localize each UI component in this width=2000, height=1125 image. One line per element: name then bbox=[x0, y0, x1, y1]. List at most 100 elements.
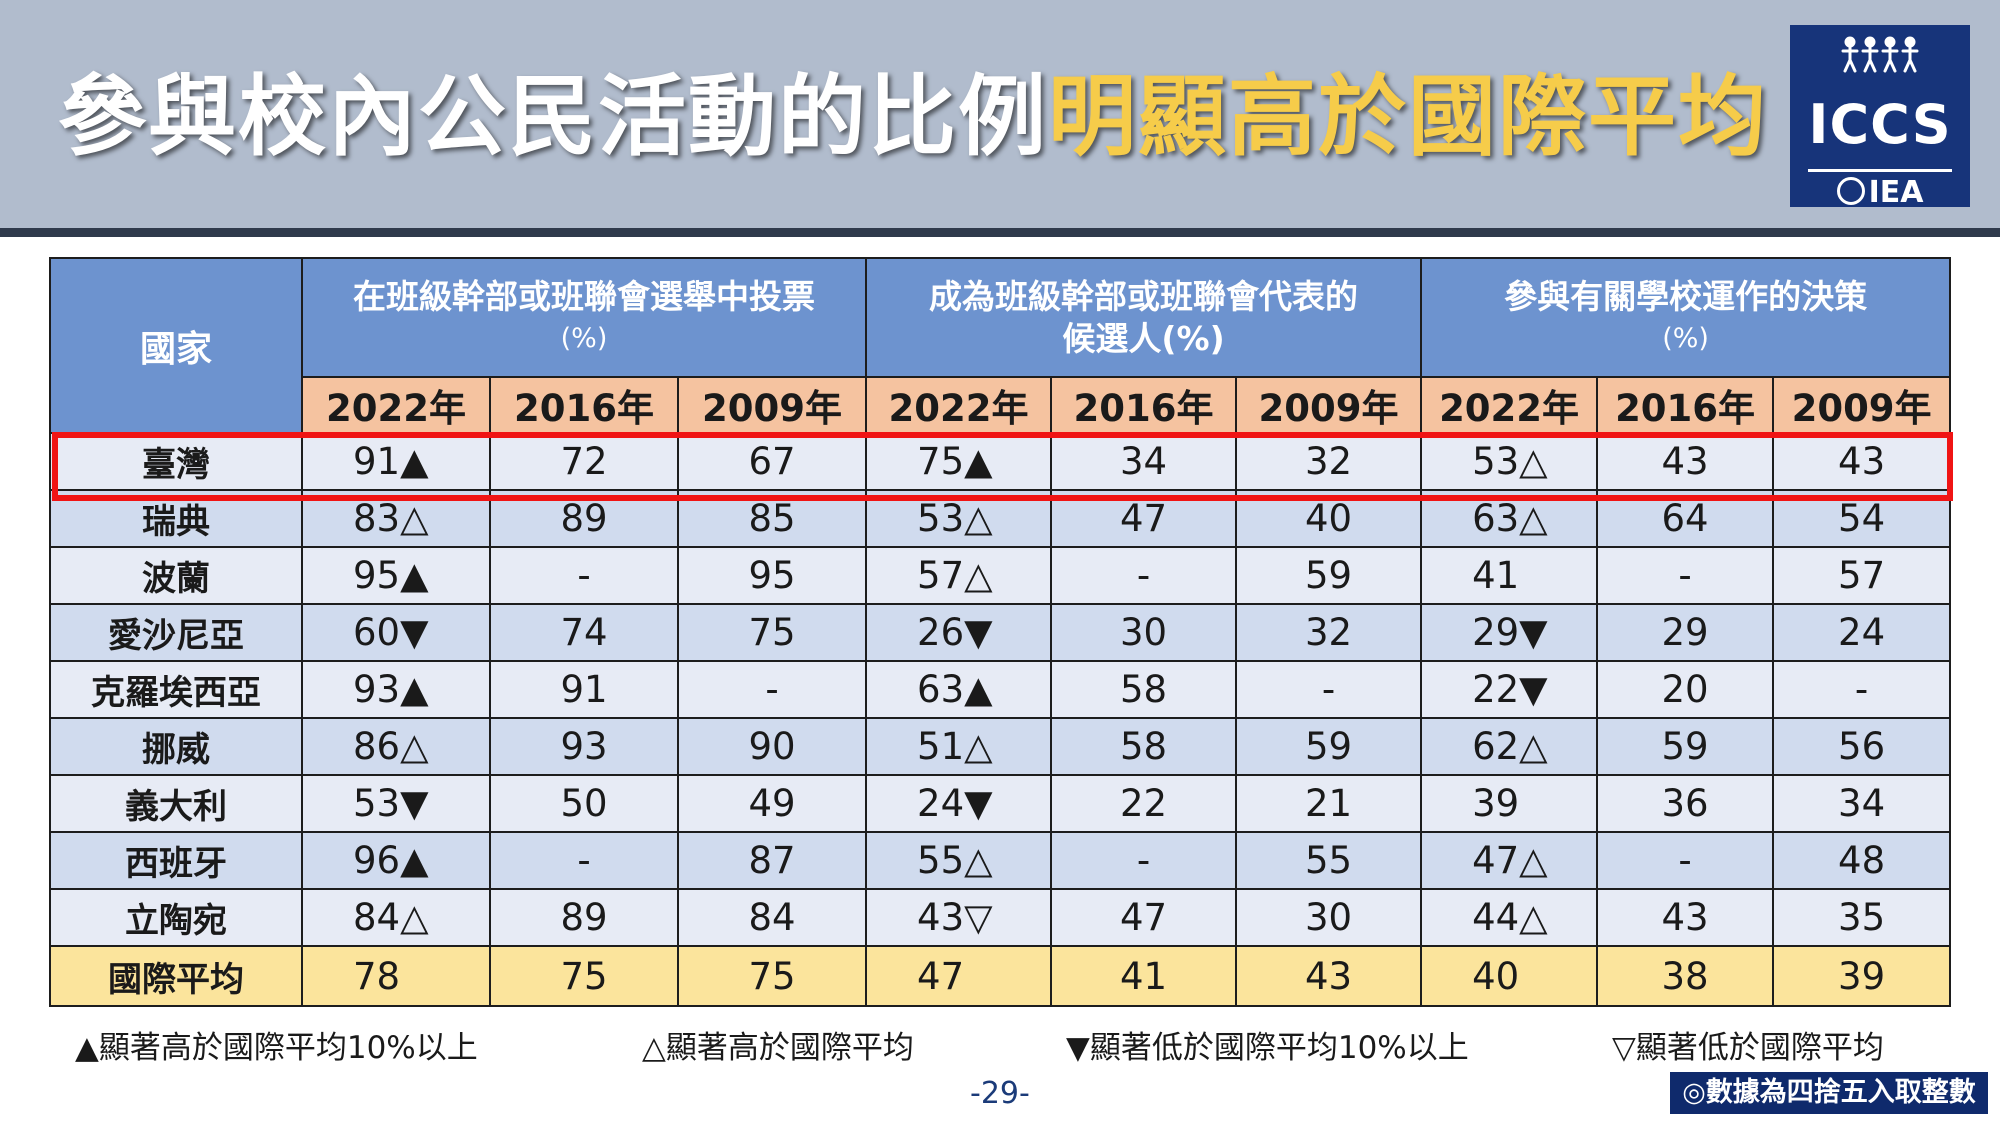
value-cell: 93▲ bbox=[301, 660, 491, 719]
value-cell: 49 bbox=[676, 774, 868, 833]
value-cell: 95 bbox=[676, 546, 868, 605]
value-cell: 55 bbox=[1235, 831, 1423, 890]
value-cell: 84△ bbox=[301, 888, 491, 947]
logo-rule bbox=[1808, 169, 1952, 172]
value-cell: 43 bbox=[1596, 432, 1775, 491]
value-cell: 40 bbox=[1420, 945, 1599, 1007]
group-header-line1: 在班級幹部或班聯會選舉中投票 bbox=[353, 276, 816, 316]
value-cell: - bbox=[1050, 831, 1238, 890]
value-cell: 72 bbox=[489, 432, 679, 491]
iccs-logo: ICCS IEA bbox=[1790, 25, 1970, 210]
value-cell: 21 bbox=[1235, 774, 1423, 833]
value-cell: 84 bbox=[676, 888, 868, 947]
value-cell: 22▼ bbox=[1420, 660, 1599, 719]
value-cell: 75▲ bbox=[865, 432, 1053, 491]
value-cell: 56 bbox=[1772, 717, 1952, 776]
value-cell: 20 bbox=[1596, 660, 1775, 719]
value-cell: 43 bbox=[1596, 888, 1775, 947]
country-header: 國家 bbox=[49, 257, 303, 434]
year-header: 2016年 bbox=[1050, 376, 1238, 434]
value-cell: 30 bbox=[1235, 888, 1423, 947]
value-cell: 75 bbox=[676, 603, 868, 662]
country-cell: 波蘭 bbox=[49, 546, 303, 605]
year-header: 2009年 bbox=[676, 376, 868, 434]
value-cell: 36 bbox=[1596, 774, 1775, 833]
value-cell: 86△ bbox=[301, 717, 491, 776]
group-header-line1: 成為班級幹部或班聯會代表的 bbox=[929, 276, 1359, 316]
value-cell: 90 bbox=[676, 717, 868, 776]
value-cell: 95▲ bbox=[301, 546, 491, 605]
value-cell: 58 bbox=[1050, 660, 1238, 719]
group-header-candidate: 成為班級幹部或班聯會代表的 候選人(%) bbox=[865, 257, 1423, 378]
taiwan-highlight-box bbox=[52, 432, 1953, 501]
value-cell: - bbox=[1596, 831, 1775, 890]
value-cell: 22 bbox=[1050, 774, 1238, 833]
year-header: 2022年 bbox=[301, 376, 491, 434]
page-number: -29- bbox=[970, 1076, 1030, 1111]
value-cell: - bbox=[676, 660, 868, 719]
value-cell: 30 bbox=[1050, 603, 1238, 662]
table-row: 義大利 53▼ 50 49 24▼ 22 21 39 36 34 bbox=[49, 774, 1952, 833]
year-header: 2016年 bbox=[489, 376, 679, 434]
results-table: 國家 在班級幹部或班聯會選舉中投票 (%) 成為班級幹部或班聯會代表的 候選人(… bbox=[49, 257, 1952, 1007]
legend-item-sig-high: △顯著高於國際平均 bbox=[642, 1030, 914, 1066]
value-cell: - bbox=[489, 546, 679, 605]
country-cell: 臺灣 bbox=[49, 432, 303, 491]
page-title-highlight: 明顯高於國際平均 bbox=[1048, 65, 1769, 168]
value-cell: 29▼ bbox=[1420, 603, 1599, 662]
table-body: 臺灣 91▲ 72 67 75▲ 34 32 53△ 43 43 瑞典 83△ 89 85 53△ 47 40 6… bbox=[49, 432, 1952, 1007]
logo-org: IEA bbox=[1790, 175, 1970, 211]
value-cell: 96▲ bbox=[301, 831, 491, 890]
people-icon bbox=[1838, 35, 1922, 75]
group-header-vote: 在班級幹部或班聯會選舉中投票 (%) bbox=[300, 257, 868, 378]
value-cell: 78 bbox=[301, 945, 491, 1007]
value-cell: 26▼ bbox=[865, 603, 1053, 662]
value-cell: 51△ bbox=[865, 717, 1053, 776]
value-cell: 35 bbox=[1772, 888, 1952, 947]
group-header-line2: (%) bbox=[560, 322, 608, 354]
country-cell: 挪威 bbox=[49, 717, 303, 776]
year-header: 2022年 bbox=[865, 376, 1053, 434]
legend-item-sig-high-10: ▲顯著高於國際平均10%以上 bbox=[75, 1030, 478, 1066]
value-cell: 89 bbox=[489, 888, 679, 947]
value-cell: 32 bbox=[1235, 603, 1423, 662]
rounding-note: ◎數據為四捨五入取整數 bbox=[1670, 1072, 1988, 1114]
value-cell: 62△ bbox=[1420, 717, 1599, 776]
value-cell: 50 bbox=[489, 774, 679, 833]
value-cell: 47 bbox=[865, 945, 1053, 1007]
value-cell: 75 bbox=[489, 945, 679, 1007]
logo-text: ICCS bbox=[1808, 93, 1952, 156]
value-cell: 57 bbox=[1772, 546, 1952, 605]
value-cell: 53▼ bbox=[301, 774, 491, 833]
value-cell: 47△ bbox=[1420, 831, 1599, 890]
value-cell: 55△ bbox=[865, 831, 1053, 890]
globe-icon bbox=[1836, 177, 1865, 205]
value-cell: 59 bbox=[1235, 717, 1423, 776]
value-cell: 34 bbox=[1050, 432, 1238, 491]
table-row: 臺灣 91▲ 72 67 75▲ 34 32 53△ 43 43 bbox=[49, 432, 1952, 491]
value-cell: - bbox=[1050, 546, 1238, 605]
value-cell: 47 bbox=[1050, 888, 1238, 947]
value-cell: 59 bbox=[1235, 546, 1423, 605]
country-cell: 義大利 bbox=[49, 774, 303, 833]
table-row: 克羅埃西亞 93▲ 91-63▲ 58-22▼ 20- bbox=[49, 660, 1952, 719]
title-divider bbox=[0, 228, 2000, 237]
value-cell: 53△ bbox=[1420, 432, 1599, 491]
value-cell: 39 bbox=[1420, 774, 1599, 833]
value-cell: 24 bbox=[1772, 603, 1952, 662]
value-cell: 43 bbox=[1772, 432, 1952, 491]
value-cell: 58 bbox=[1050, 717, 1238, 776]
year-header: 2016年 bbox=[1596, 376, 1775, 434]
value-cell: 91 bbox=[489, 660, 679, 719]
value-cell: - bbox=[1596, 546, 1775, 605]
value-cell: 34 bbox=[1772, 774, 1952, 833]
legend-item-sig-low-10: ▼顯著低於國際平均10%以上 bbox=[1066, 1030, 1469, 1066]
value-cell: - bbox=[489, 831, 679, 890]
value-cell: 24▼ bbox=[865, 774, 1053, 833]
country-cell: 國際平均 bbox=[49, 945, 303, 1007]
table-row: 波蘭 95▲ -95 57△ -59 41-57 bbox=[49, 546, 1952, 605]
group-header-line1: 參與有關學校運作的決策 bbox=[1504, 276, 1868, 316]
group-header-line2: 候選人(%) bbox=[1062, 318, 1225, 358]
value-cell: 44△ bbox=[1420, 888, 1599, 947]
value-cell: 38 bbox=[1596, 945, 1775, 1007]
